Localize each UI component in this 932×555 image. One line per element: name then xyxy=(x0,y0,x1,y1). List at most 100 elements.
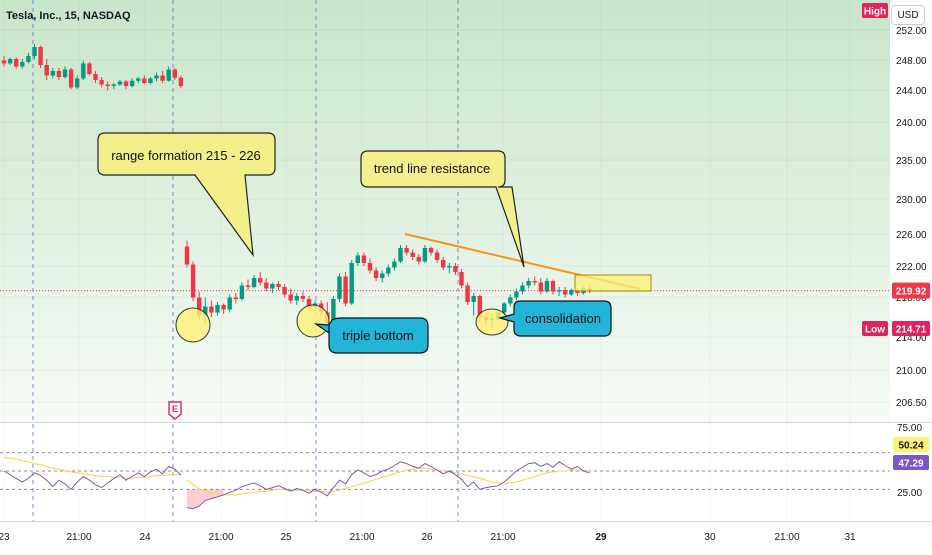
callout-triple-bottom[interactable] xyxy=(313,317,429,354)
candle-body xyxy=(93,74,98,80)
candle xyxy=(93,71,98,83)
bottom-circle-3[interactable] xyxy=(475,308,509,336)
candle-body xyxy=(294,296,299,301)
earnings-marker-icon[interactable] xyxy=(168,401,182,420)
currency-button[interactable]: USD xyxy=(891,5,925,25)
callout-consolidation-text: consolidation xyxy=(525,311,601,326)
candle-body xyxy=(544,281,550,292)
candle-body xyxy=(532,281,537,283)
candle xyxy=(502,302,507,314)
candle xyxy=(550,279,556,295)
candle xyxy=(428,246,434,256)
candle-body xyxy=(111,84,116,86)
svg-text:47.29: 47.29 xyxy=(898,459,923,470)
candle xyxy=(349,260,354,305)
candle-body xyxy=(477,296,482,317)
candle-body xyxy=(508,297,513,304)
candle-body xyxy=(343,276,348,304)
candle-body xyxy=(306,299,312,307)
candle xyxy=(7,57,13,65)
bottom-circle-1[interactable] xyxy=(175,307,211,343)
candle xyxy=(38,45,43,68)
candle-body xyxy=(373,270,379,278)
candle-body xyxy=(14,59,19,67)
candle xyxy=(471,293,476,316)
candle-body xyxy=(434,252,440,260)
candle xyxy=(111,83,116,89)
candle xyxy=(227,294,232,313)
candle-body xyxy=(160,75,165,81)
price-tick-label: 235.00 xyxy=(896,156,927,167)
candle xyxy=(190,261,196,302)
candle-body xyxy=(563,290,568,295)
candle xyxy=(75,75,80,89)
callout-range-formation-text: range formation 215 - 226 xyxy=(111,148,261,163)
candle xyxy=(398,245,403,263)
candle-body xyxy=(203,306,208,316)
candle xyxy=(136,77,141,83)
candle xyxy=(209,300,214,317)
candle xyxy=(105,81,110,91)
time-tick-label: 21:00 xyxy=(66,532,91,543)
candle-body xyxy=(441,260,446,268)
candle xyxy=(276,281,281,290)
candle xyxy=(569,288,574,296)
candle-body xyxy=(422,248,428,262)
candle xyxy=(148,77,153,85)
candle-body xyxy=(386,267,391,274)
candle xyxy=(294,293,299,305)
candle xyxy=(508,294,513,307)
candle xyxy=(87,62,92,76)
candle-body xyxy=(465,285,470,302)
candle-body xyxy=(184,246,190,265)
bottom-circle-2[interactable] xyxy=(296,304,330,338)
consolidation-box[interactable] xyxy=(574,274,652,292)
candle-body xyxy=(172,69,177,78)
candle xyxy=(563,287,568,298)
price-tick-label: 206.50 xyxy=(896,398,927,409)
candle xyxy=(459,269,464,289)
rsi-ma-value-badge: 50.24 xyxy=(893,437,929,452)
candle-body xyxy=(136,78,141,81)
candle-body xyxy=(282,287,287,295)
symbol-title[interactable]: Tesla, Inc., 15, NASDAQ xyxy=(6,10,131,22)
price-tick-label: 230.00 xyxy=(896,195,927,206)
candle-body xyxy=(20,62,25,67)
candle-body xyxy=(428,248,434,253)
callout-trend-resistance-text: trend line resistance xyxy=(374,161,490,176)
candle-body xyxy=(410,252,415,257)
candle xyxy=(441,257,446,271)
candle-body xyxy=(178,77,184,86)
candle-body xyxy=(526,281,531,286)
candle-body xyxy=(245,285,251,287)
candle xyxy=(538,278,543,295)
callout-consolidation[interactable] xyxy=(497,300,612,337)
candle-body xyxy=(117,81,123,85)
candle xyxy=(355,252,360,266)
rsi-value-badge: 47.29 xyxy=(893,455,929,470)
candle-body xyxy=(556,290,562,292)
candle xyxy=(453,263,458,275)
callout-trend-resistance[interactable] xyxy=(360,150,525,268)
candle-body xyxy=(142,78,147,83)
candle-body xyxy=(355,255,360,263)
callout-range-formation[interactable] xyxy=(97,132,276,258)
candle-body xyxy=(258,278,263,283)
candle-body xyxy=(288,294,293,301)
candle-body xyxy=(123,81,129,86)
rsi-line xyxy=(3,461,590,510)
candle xyxy=(184,240,190,268)
candle xyxy=(392,258,397,271)
candle-body xyxy=(398,248,403,262)
candle-body xyxy=(367,263,373,271)
candle-body xyxy=(239,285,245,299)
candle xyxy=(251,275,257,289)
candle xyxy=(142,75,147,85)
candle-body xyxy=(337,276,342,299)
price-pane-background xyxy=(0,0,890,422)
svg-text:Low: Low xyxy=(865,325,885,336)
candle xyxy=(526,278,531,289)
time-tick-label: 25 xyxy=(280,532,292,543)
